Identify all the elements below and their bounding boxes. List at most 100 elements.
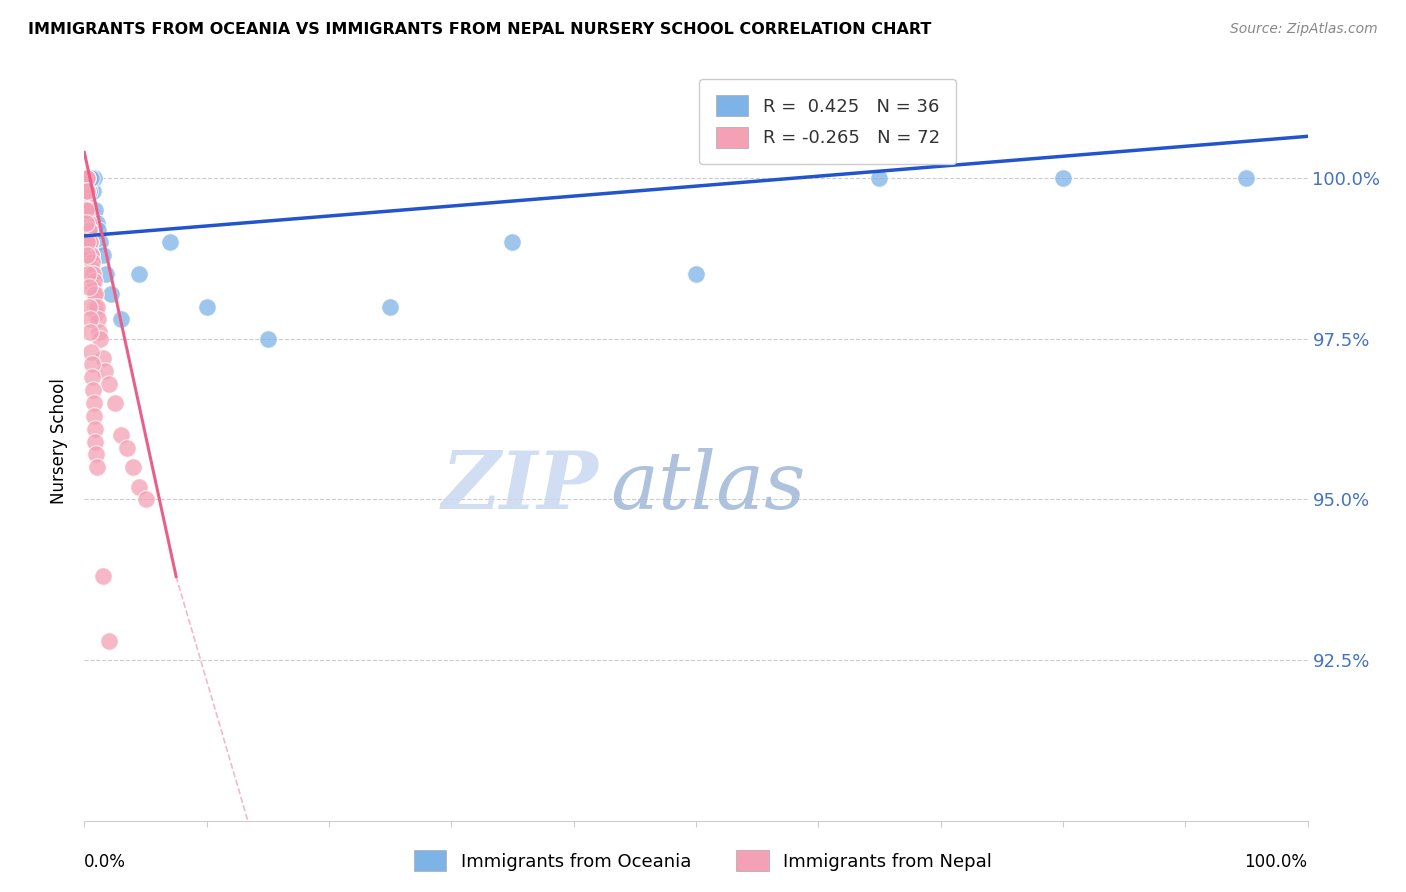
Point xyxy=(76,248,98,262)
Point xyxy=(75,190,97,204)
Point xyxy=(77,216,100,230)
Point xyxy=(77,171,100,186)
Point xyxy=(76,203,98,218)
Point xyxy=(83,396,105,410)
Point xyxy=(79,171,101,186)
Point xyxy=(135,492,157,507)
Point xyxy=(110,428,132,442)
Point xyxy=(87,222,110,236)
Point xyxy=(77,300,100,314)
Point xyxy=(77,235,100,250)
Point xyxy=(1236,171,1258,186)
Point xyxy=(79,248,101,262)
Point xyxy=(79,171,101,186)
Point xyxy=(97,376,120,391)
Point xyxy=(77,235,100,250)
Point xyxy=(75,171,97,186)
Point xyxy=(76,203,98,218)
Point xyxy=(77,222,100,236)
Point xyxy=(100,286,122,301)
Point xyxy=(80,254,103,268)
Legend: R =  0.425   N = 36, R = -0.265   N = 72: R = 0.425 N = 36, R = -0.265 N = 72 xyxy=(699,79,956,164)
Point xyxy=(76,203,98,218)
Point xyxy=(77,268,100,282)
Point xyxy=(110,312,132,326)
Point xyxy=(115,441,138,455)
Point xyxy=(77,216,100,230)
Point xyxy=(84,203,107,218)
Point xyxy=(83,409,105,423)
Point xyxy=(77,184,100,198)
Point xyxy=(257,332,280,346)
Point xyxy=(83,286,105,301)
Point xyxy=(75,171,97,186)
Point xyxy=(84,447,107,461)
Point xyxy=(79,235,101,250)
Point xyxy=(77,171,100,186)
Point xyxy=(1052,171,1074,186)
Point xyxy=(195,300,218,314)
Point xyxy=(82,268,104,282)
Text: 0.0%: 0.0% xyxy=(84,853,127,871)
Point xyxy=(82,184,104,198)
Point xyxy=(77,203,100,218)
Text: 100.0%: 100.0% xyxy=(1244,853,1308,871)
Point xyxy=(122,460,145,475)
Point xyxy=(82,268,104,282)
Point xyxy=(82,171,104,186)
Point xyxy=(128,479,150,493)
Point xyxy=(80,261,103,276)
Point xyxy=(91,351,114,365)
Point xyxy=(86,216,108,230)
Point xyxy=(76,203,98,218)
Point xyxy=(685,268,707,282)
Point xyxy=(80,248,103,262)
Point xyxy=(128,268,150,282)
Point xyxy=(502,235,524,250)
Point xyxy=(76,184,98,198)
Point xyxy=(80,171,103,186)
Point xyxy=(76,203,98,218)
Point xyxy=(73,171,96,186)
Point xyxy=(87,312,110,326)
Point xyxy=(96,268,118,282)
Point xyxy=(80,171,103,186)
Point xyxy=(79,171,101,186)
Point xyxy=(91,248,114,262)
Point xyxy=(89,332,111,346)
Text: IMMIGRANTS FROM OCEANIA VS IMMIGRANTS FROM NEPAL NURSERY SCHOOL CORRELATION CHAR: IMMIGRANTS FROM OCEANIA VS IMMIGRANTS FR… xyxy=(28,22,932,37)
Text: ZIP: ZIP xyxy=(441,448,598,525)
Point xyxy=(76,171,98,186)
Point xyxy=(75,171,97,186)
Point xyxy=(104,396,127,410)
Point xyxy=(83,274,105,288)
Point xyxy=(76,171,98,186)
Point xyxy=(91,569,114,583)
Point xyxy=(76,235,98,250)
Point xyxy=(82,383,104,397)
Point xyxy=(84,434,107,449)
Point xyxy=(77,171,100,186)
Point xyxy=(87,326,110,340)
Point xyxy=(79,235,101,250)
Point xyxy=(86,460,108,475)
Point xyxy=(80,248,103,262)
Point xyxy=(79,312,101,326)
Point xyxy=(84,300,107,314)
Point xyxy=(89,235,111,250)
Point xyxy=(82,370,104,384)
Point xyxy=(97,633,120,648)
Point xyxy=(80,358,103,372)
Point xyxy=(77,280,100,294)
Point xyxy=(82,280,104,294)
Point xyxy=(84,306,107,320)
Point xyxy=(83,422,105,436)
Point xyxy=(76,203,98,218)
Point xyxy=(77,222,100,236)
Point xyxy=(76,171,98,186)
Point xyxy=(75,203,97,218)
Point xyxy=(159,235,181,250)
Legend: Immigrants from Oceania, Immigrants from Nepal: Immigrants from Oceania, Immigrants from… xyxy=(406,843,1000,879)
Text: Source: ZipAtlas.com: Source: ZipAtlas.com xyxy=(1230,22,1378,37)
Point xyxy=(75,184,97,198)
